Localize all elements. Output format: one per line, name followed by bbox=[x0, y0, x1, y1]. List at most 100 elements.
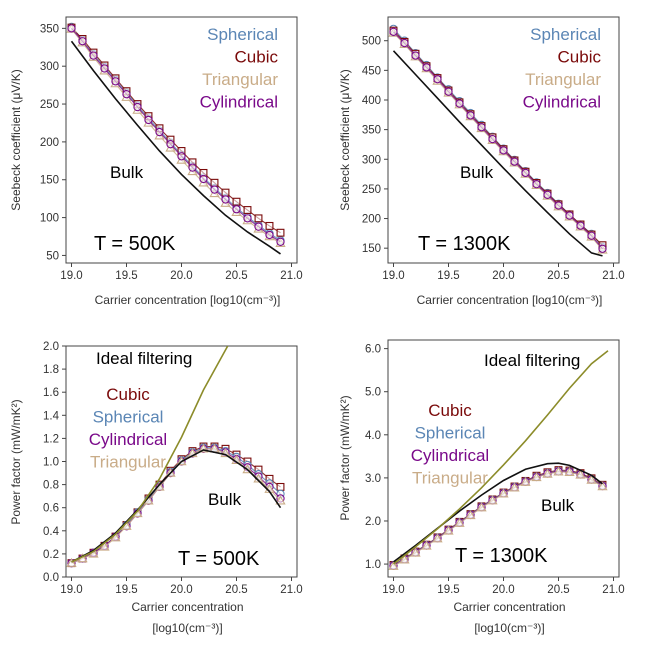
data-point bbox=[476, 502, 487, 512]
legend-entry: Triangular bbox=[90, 453, 166, 472]
series-line bbox=[71, 449, 282, 563]
y-tick-label: 50 bbox=[46, 250, 59, 262]
data-point bbox=[111, 77, 120, 86]
data-point bbox=[276, 482, 285, 491]
y-tick-label: 2.0 bbox=[365, 516, 381, 528]
data-point bbox=[67, 24, 76, 33]
data-point bbox=[564, 466, 575, 476]
data-point bbox=[265, 221, 274, 230]
data-point bbox=[576, 221, 585, 230]
y-tick-label: 1.0 bbox=[365, 559, 381, 571]
x-axis-label: Carrier concentration [log10(cm⁻³)] bbox=[417, 293, 603, 307]
y-tick-label: 0.6 bbox=[43, 503, 59, 515]
data-point bbox=[155, 127, 164, 137]
series-ideal-filtering bbox=[393, 350, 609, 565]
data-point bbox=[510, 157, 519, 166]
x-tick-label: 19.0 bbox=[382, 584, 404, 596]
plot-area bbox=[388, 24, 608, 257]
y-axis-label: Seebeck coefficient (μV/K) bbox=[9, 69, 23, 210]
data-point bbox=[586, 474, 597, 484]
data-point bbox=[521, 168, 530, 178]
data-point bbox=[389, 27, 398, 36]
series-bulk bbox=[71, 449, 282, 563]
data-point bbox=[210, 185, 219, 194]
y-tick-label: 5.0 bbox=[365, 387, 381, 399]
data-point bbox=[532, 180, 541, 189]
x-tick-label: 20.0 bbox=[170, 270, 192, 282]
legend-entry: Cylindrical bbox=[200, 93, 278, 112]
data-point bbox=[254, 222, 263, 231]
legend-entry: Cubic bbox=[235, 48, 279, 67]
y-tick-label: 6.0 bbox=[365, 344, 381, 356]
temperature-label: T = 1300K bbox=[418, 233, 511, 255]
legend-entry: Cylindrical bbox=[89, 430, 167, 449]
x-tick-label: 19.0 bbox=[60, 584, 82, 596]
y-tick-label: 0.0 bbox=[43, 572, 59, 584]
legend-entry: Cylindrical bbox=[523, 93, 601, 112]
x-axis-label: Carrier concentration bbox=[453, 600, 565, 614]
data-point bbox=[432, 533, 443, 543]
legend-entry: Triangular bbox=[202, 70, 278, 89]
data-point bbox=[221, 188, 230, 197]
y-tick-label: 150 bbox=[362, 243, 381, 255]
legend-entry: Spherical bbox=[93, 408, 164, 427]
data-point bbox=[422, 63, 431, 72]
data-point bbox=[443, 525, 454, 535]
data-point bbox=[243, 214, 252, 223]
plot-area bbox=[388, 350, 609, 570]
data-point bbox=[597, 481, 608, 491]
legend-entry: Cubic bbox=[106, 385, 150, 404]
series-ideal-filtering bbox=[71, 346, 229, 563]
data-point bbox=[565, 211, 574, 220]
data-point bbox=[89, 51, 98, 60]
data-point bbox=[166, 140, 175, 149]
legend-entry: Triangular bbox=[525, 70, 601, 89]
y-tick-label: 350 bbox=[40, 23, 59, 35]
data-point bbox=[400, 38, 409, 48]
data-point bbox=[99, 541, 110, 551]
data-point bbox=[243, 206, 252, 214]
data-point bbox=[465, 510, 476, 520]
data-point bbox=[553, 466, 564, 476]
series-line bbox=[71, 346, 229, 563]
y-tick-label: 450 bbox=[362, 65, 381, 77]
y-axis-label: Power factor (mW/mK²) bbox=[338, 395, 352, 520]
data-point bbox=[575, 469, 586, 479]
x-axis-label-line2: [log10(cm⁻³)] bbox=[152, 621, 222, 635]
x-tick-label: 19.5 bbox=[437, 584, 459, 596]
y-tick-label: 1.6 bbox=[43, 387, 59, 399]
annotation-label: Bulk bbox=[460, 163, 494, 182]
x-axis-label: Carrier concentration bbox=[131, 600, 243, 614]
x-tick-label: 21.0 bbox=[602, 270, 624, 282]
y-tick-label: 250 bbox=[40, 99, 59, 111]
data-point bbox=[122, 90, 131, 99]
y-tick-label: 2.0 bbox=[43, 341, 59, 353]
series-cylindrical bbox=[389, 27, 607, 253]
panel-bottom-right-power-factor-1300k: 19.0 19.5 20.0 20.5 21.0 1.0 2.0 3.0 4.0 5.0 6.0 Po… bbox=[338, 339, 625, 635]
annotation-label: Bulk bbox=[110, 163, 144, 182]
y-tick-label: 3.0 bbox=[365, 473, 381, 485]
y-tick-label: 250 bbox=[362, 184, 381, 196]
y-tick-label: 0.8 bbox=[43, 480, 59, 492]
x-tick-label: 21.0 bbox=[602, 584, 624, 596]
data-point bbox=[78, 37, 87, 46]
data-point bbox=[66, 557, 77, 567]
x-tick-label: 21.0 bbox=[280, 584, 302, 596]
temperature-label: T = 500K bbox=[94, 233, 176, 255]
x-tick-label: 20.5 bbox=[547, 584, 569, 596]
data-point bbox=[455, 99, 464, 108]
data-point bbox=[433, 75, 442, 84]
data-point bbox=[454, 517, 465, 527]
series-line bbox=[392, 50, 603, 257]
panel-bottom-left-power-factor-500k: 19.0 19.5 20.0 20.5 21.0 0.0 0.2 0.4 0.6 0.8 1.0 1.… bbox=[9, 341, 303, 635]
legend-entry: Triangular bbox=[412, 469, 488, 488]
data-point bbox=[520, 476, 531, 486]
legend-entry: Cylindrical bbox=[411, 446, 489, 465]
x-tick-label: 20.5 bbox=[225, 270, 247, 282]
y-axis-label: Power factor (mW/mK²) bbox=[9, 399, 23, 524]
legend-entry: Cubic bbox=[428, 401, 472, 420]
data-point bbox=[444, 87, 453, 96]
y-tick-label: 4.0 bbox=[365, 430, 381, 442]
data-point bbox=[543, 190, 552, 199]
data-point bbox=[275, 495, 286, 505]
